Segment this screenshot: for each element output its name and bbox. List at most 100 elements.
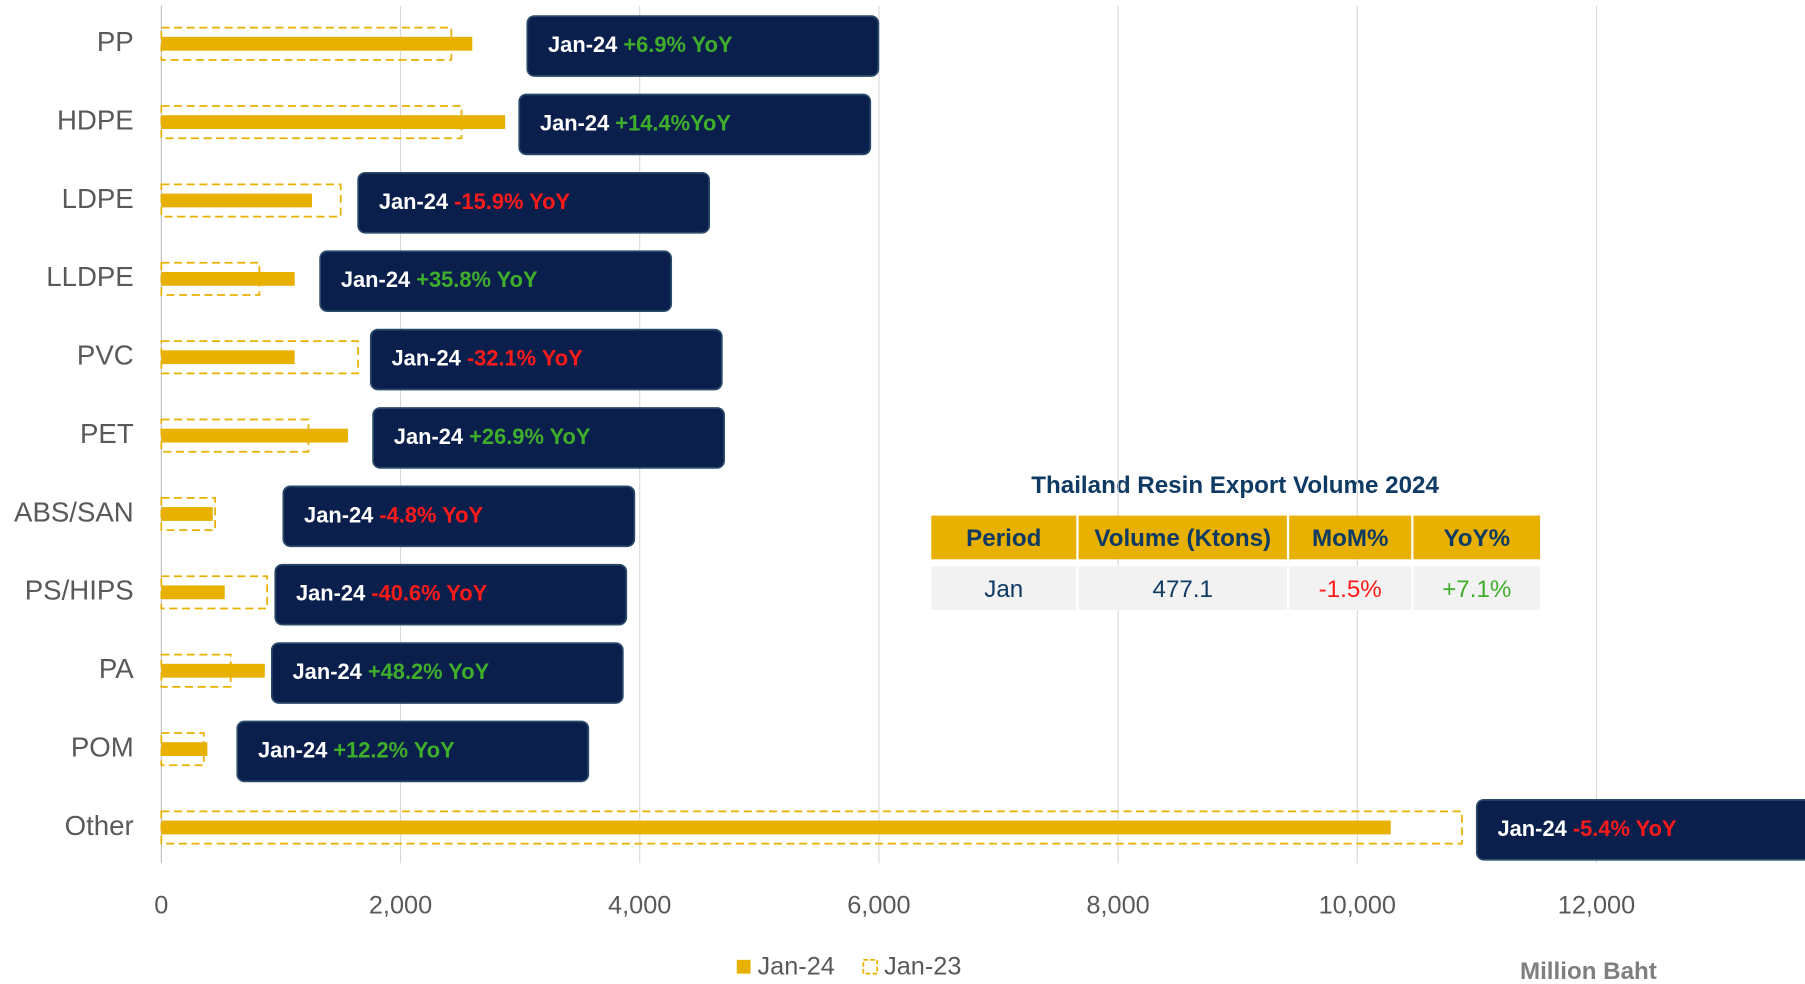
bar-outline	[160, 261, 261, 296]
annotation-text: Jan-24 -15.9% YoY	[379, 189, 571, 214]
annotation-text: Jan-24 -4.8% YoY	[304, 502, 483, 527]
annotation-change: -40.6% YoY	[371, 580, 487, 605]
x-tick-label: 0	[154, 892, 168, 920]
annotation-change: +48.2% YoY	[368, 659, 490, 684]
annotation-period: Jan-24	[293, 659, 363, 684]
bar-outline	[160, 497, 217, 531]
table-cell-text: -1.5%	[1319, 576, 1382, 603]
annotation-box	[319, 250, 673, 312]
x-tick-label: 6,000	[847, 892, 910, 920]
annotation-change: +6.9% YoY	[623, 32, 733, 57]
bar	[161, 350, 295, 365]
x-tick-label: 10,000	[1319, 892, 1396, 920]
annotation-text: Jan-24 +14.4%YoY	[540, 110, 731, 135]
table-header-cell	[1289, 515, 1412, 560]
annotation-text: Jan-24 +26.9% YoY	[394, 424, 591, 449]
y-tick-label: ABS/SAN	[14, 496, 134, 527]
table-title: Thailand Resin Export Volume 2024	[1031, 472, 1439, 499]
annotation-box	[270, 642, 624, 704]
annotation-box	[369, 328, 723, 391]
legend-swatch	[862, 958, 879, 975]
annotation-period: Jan-24	[548, 32, 618, 57]
annotation-period: Jan-24	[540, 110, 610, 135]
x-tick-label: 12,000	[1558, 892, 1635, 920]
bar	[161, 36, 473, 51]
y-tick-label: LLDPE	[46, 261, 133, 292]
table-header-cell	[931, 515, 1077, 560]
annotation-text: Jan-24 +12.2% YoY	[258, 737, 455, 762]
annotation-box	[526, 15, 880, 77]
annotation-text: Jan-24 +6.9% YoY	[548, 32, 733, 57]
y-tick-label: HDPE	[57, 104, 134, 135]
annotation-text: Jan-24 -32.1% YoY	[392, 345, 584, 370]
bar	[161, 585, 225, 600]
y-tick-label: LDPE	[62, 183, 134, 214]
annotation-box	[357, 171, 711, 234]
bar	[161, 663, 265, 678]
x-tick-label: 8,000	[1086, 892, 1149, 920]
annotation-change: -32.1% YoY	[467, 345, 583, 370]
table-header-text: Volume (Ktons)	[1094, 525, 1271, 552]
legend-label: Jan-23	[884, 953, 961, 981]
table-header-text: Period	[966, 525, 1041, 552]
annotation-box	[1475, 798, 1805, 861]
legend-label: Jan-24	[757, 953, 834, 981]
table-header-text: YoY%	[1443, 525, 1510, 552]
legend-swatch	[736, 959, 751, 974]
annotation-box	[236, 720, 590, 783]
annotation-period: Jan-24	[394, 424, 464, 449]
table-cell	[1078, 566, 1287, 610]
bar-outline	[160, 418, 310, 453]
annotation-period: Jan-24	[341, 267, 411, 292]
annotation-text: Jan-24 +35.8% YoY	[341, 267, 538, 292]
table-header-cell	[1078, 515, 1287, 560]
bar	[161, 115, 506, 130]
bar	[161, 193, 313, 208]
y-tick-label: PET	[80, 418, 134, 449]
annotation-period: Jan-24	[392, 345, 462, 370]
table-cell-text: 477.1	[1153, 576, 1213, 603]
annotation-period: Jan-24	[258, 737, 328, 762]
table-header-text: MoM%	[1312, 525, 1388, 552]
annotation-period: Jan-24	[1498, 816, 1568, 841]
annotation-text: Jan-24 -5.4% YoY	[1498, 816, 1677, 841]
bar	[161, 428, 348, 443]
x-tick-label: 4,000	[608, 892, 671, 920]
annotation-change: -15.9% YoY	[454, 189, 570, 214]
annotation-period: Jan-24	[379, 189, 449, 214]
y-tick-label: PVC	[77, 340, 134, 371]
annotation-change: -4.8% YoY	[379, 502, 483, 527]
y-tick-label: Other	[65, 810, 134, 841]
bar-outline	[160, 183, 342, 218]
annotation-text: Jan-24 -40.6% YoY	[296, 580, 488, 605]
x-tick-label: 2,000	[369, 892, 432, 920]
table-cell	[1413, 566, 1541, 610]
table-cell	[1289, 566, 1412, 610]
y-tick-label: PP	[97, 26, 134, 57]
annotation-box	[518, 93, 872, 156]
bar-outline	[160, 575, 269, 610]
annotation-change: +12.2% YoY	[333, 737, 455, 762]
annotation-box	[372, 407, 725, 469]
bar	[161, 820, 1391, 835]
bar	[161, 271, 295, 286]
annotation-period: Jan-24	[304, 502, 374, 527]
annotation-change: +14.4%YoY	[615, 110, 731, 135]
y-tick-label: POM	[71, 731, 134, 762]
table-cell	[931, 566, 1077, 610]
table-cell-text: Jan	[984, 576, 1023, 603]
annotation-change: -5.4% YoY	[1573, 816, 1677, 841]
table-header-cell	[1413, 515, 1541, 560]
annotation-box	[282, 485, 636, 548]
annotation-text: Jan-24 +48.2% YoY	[293, 659, 490, 684]
table-cell-text: +7.1%	[1442, 576, 1511, 603]
annotation-change: +26.9% YoY	[469, 424, 591, 449]
annotation-box	[274, 563, 628, 626]
bar-outline	[160, 810, 1463, 845]
bar-outline	[160, 105, 463, 140]
y-tick-label: PS/HIPS	[25, 575, 134, 606]
bar-outline	[160, 26, 453, 61]
bar	[161, 742, 208, 757]
y-tick-label: PA	[99, 653, 134, 684]
